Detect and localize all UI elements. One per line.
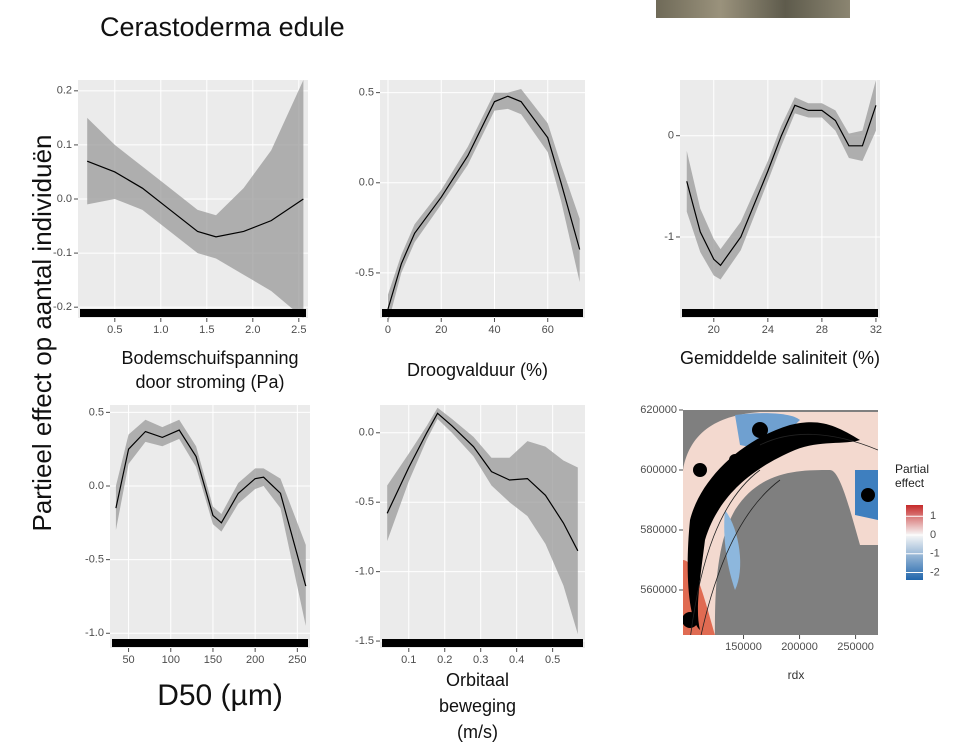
y-tick-label: 0.1 xyxy=(57,139,72,151)
map-points xyxy=(861,488,875,502)
x-tick-label: 0.5 xyxy=(545,654,560,666)
rug xyxy=(682,309,878,317)
y-tick-label: 0.5 xyxy=(89,406,104,418)
x-tick-label: 1.0 xyxy=(153,324,168,336)
contour xyxy=(700,479,781,635)
x-axis-title: rdx xyxy=(787,668,805,682)
y-tick-label: -0.5 xyxy=(355,496,374,508)
line xyxy=(115,429,307,587)
map-points xyxy=(805,425,819,439)
panel-background xyxy=(680,80,880,318)
x-tick-label: 40 xyxy=(488,324,500,336)
y-tick-label: -1.0 xyxy=(85,627,104,639)
x-axis-title: Bodemschuifspanning door stroming (Pa) xyxy=(121,348,299,392)
x-tick-label: 2.5 xyxy=(291,324,306,336)
y-tick-label: -0.5 xyxy=(85,554,104,566)
x-tick-label: 0.1 xyxy=(401,654,416,666)
x-tick-label: 24 xyxy=(762,324,774,336)
y-tick-label: 580000 xyxy=(640,524,677,536)
confidence-band xyxy=(686,80,876,280)
x-tick-label: 32 xyxy=(870,324,882,336)
confidence-band xyxy=(87,80,304,318)
x-tick-label: 0.3 xyxy=(473,654,488,666)
photo xyxy=(656,0,850,18)
rug xyxy=(382,309,583,317)
x-tick-label: 2.0 xyxy=(245,324,260,336)
y-tick-label: 620000 xyxy=(640,404,677,416)
y-tick-label: 0.0 xyxy=(89,480,104,492)
colorbar-label: -2 xyxy=(930,566,940,578)
y-tick-label: 0.0 xyxy=(359,427,374,439)
y-tick-label: 560000 xyxy=(640,584,677,596)
y-tick-label: -1.5 xyxy=(355,635,374,647)
x-tick-label: 60 xyxy=(542,324,554,336)
line xyxy=(386,412,579,552)
y-tick-label: 0.2 xyxy=(57,85,72,97)
rug xyxy=(382,639,583,647)
contour xyxy=(690,469,761,635)
map-points xyxy=(752,422,768,438)
figure-title: Cerastoderma edule xyxy=(100,12,345,42)
y-tick-label: -1 xyxy=(664,231,674,243)
map-points xyxy=(683,612,698,628)
y-tick-label: 0.0 xyxy=(359,177,374,189)
y-tick-label: 0 xyxy=(668,130,674,142)
panel-background xyxy=(110,405,310,648)
x-axis-title: D50 (µm) xyxy=(157,679,283,712)
y-tick-label: 0.0 xyxy=(57,193,72,205)
x-tick-label: 50 xyxy=(122,654,134,666)
map-points xyxy=(693,463,707,477)
x-axis-title: Orbitaal beweging (m/s) xyxy=(438,670,517,742)
colorbar-label: -1 xyxy=(930,548,940,560)
line xyxy=(387,95,581,310)
x-tick-label: 0.2 xyxy=(437,654,452,666)
colorbar-label: 1 xyxy=(930,510,936,522)
x-tick-label: 100 xyxy=(162,654,180,666)
line xyxy=(686,104,877,267)
map-points xyxy=(687,422,860,630)
x-tick-label: 0.5 xyxy=(107,324,122,336)
x-tick-label: 0.4 xyxy=(509,654,524,666)
rug xyxy=(112,639,308,647)
y-tick-label: -0.1 xyxy=(53,247,72,259)
colorbar-label: 0 xyxy=(930,529,936,541)
y-tick-label: -1.0 xyxy=(355,566,374,578)
x-tick-label: 150000 xyxy=(725,641,762,653)
x-tick-label: 200 xyxy=(246,654,264,666)
contour xyxy=(759,433,878,451)
confidence-band xyxy=(387,407,578,635)
x-tick-label: 0 xyxy=(385,324,391,336)
confidence-band xyxy=(115,419,306,626)
x-axis-title: Droogvalduur (%) xyxy=(406,360,549,380)
x-tick-label: 1.5 xyxy=(199,324,214,336)
panel-background xyxy=(380,80,585,318)
y-tick-label: 600000 xyxy=(640,464,677,476)
x-tick-label: 250000 xyxy=(837,641,874,653)
map-region-blue xyxy=(724,510,741,590)
x-tick-label: 200000 xyxy=(781,641,818,653)
y-tick-label: 0.5 xyxy=(359,87,374,99)
colorbar xyxy=(906,505,923,580)
x-tick-label: 150 xyxy=(204,654,222,666)
x-axis-title: Gemiddelde saliniteit (%) xyxy=(679,348,881,368)
line xyxy=(86,160,304,238)
x-tick-label: 20 xyxy=(435,324,447,336)
y-tick-label: -0.5 xyxy=(355,267,374,279)
x-tick-label: 20 xyxy=(708,324,720,336)
x-tick-label: 250 xyxy=(288,654,306,666)
x-tick-label: 28 xyxy=(816,324,828,336)
map-area xyxy=(683,410,878,635)
y-tick-label: -0.2 xyxy=(53,301,72,313)
map-points xyxy=(729,454,741,466)
rug xyxy=(80,309,306,317)
legend-title: Partial effect xyxy=(895,462,930,490)
